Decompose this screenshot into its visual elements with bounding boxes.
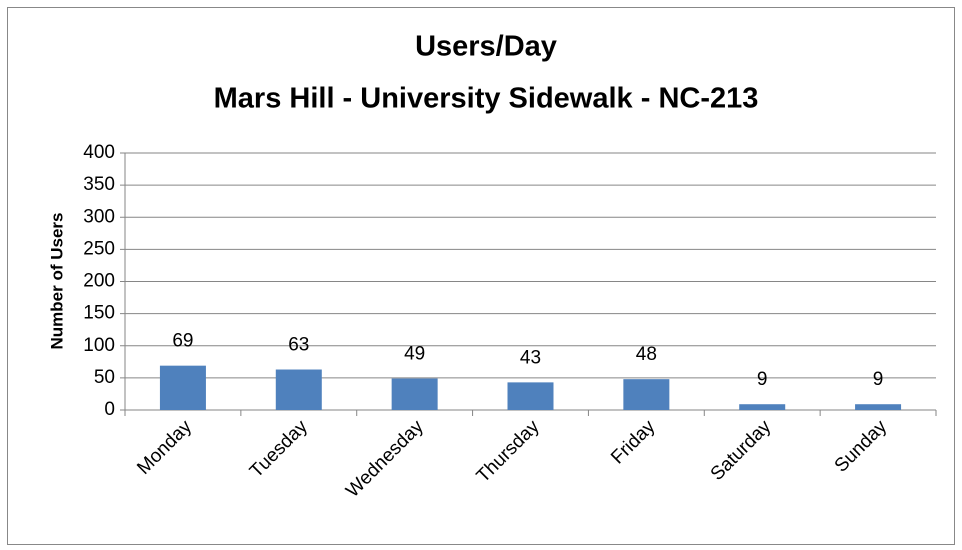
data-label: 9 — [873, 369, 884, 390]
bar — [275, 369, 322, 410]
data-label: 48 — [636, 344, 657, 365]
y-tick-label: 100 — [83, 335, 115, 356]
data-label: 69 — [172, 331, 193, 352]
y-tick-label: 0 — [104, 399, 115, 420]
y-axis-label: Number of Users — [47, 213, 66, 350]
bar — [739, 404, 786, 410]
chart-title: Mars Hill - University Sidewalk - NC-213 — [214, 83, 759, 115]
y-tick-label: 250 — [83, 238, 115, 259]
bar — [507, 382, 554, 410]
y-tick-label: 200 — [83, 271, 115, 292]
data-label: 43 — [520, 347, 541, 368]
bar — [159, 365, 206, 410]
y-tick-label: 300 — [83, 206, 115, 227]
chart-title: Users/Day — [415, 31, 557, 63]
bar — [391, 378, 438, 410]
data-label: 49 — [404, 344, 425, 365]
data-label: 9 — [757, 369, 768, 390]
y-tick-label: 350 — [83, 174, 115, 195]
data-label: 63 — [288, 335, 309, 356]
y-tick-label: 400 — [83, 142, 115, 163]
chart-border — [7, 7, 955, 545]
bar — [623, 379, 670, 410]
y-tick-label: 150 — [83, 303, 115, 324]
y-tick-label: 50 — [94, 367, 115, 388]
bar — [855, 404, 902, 410]
